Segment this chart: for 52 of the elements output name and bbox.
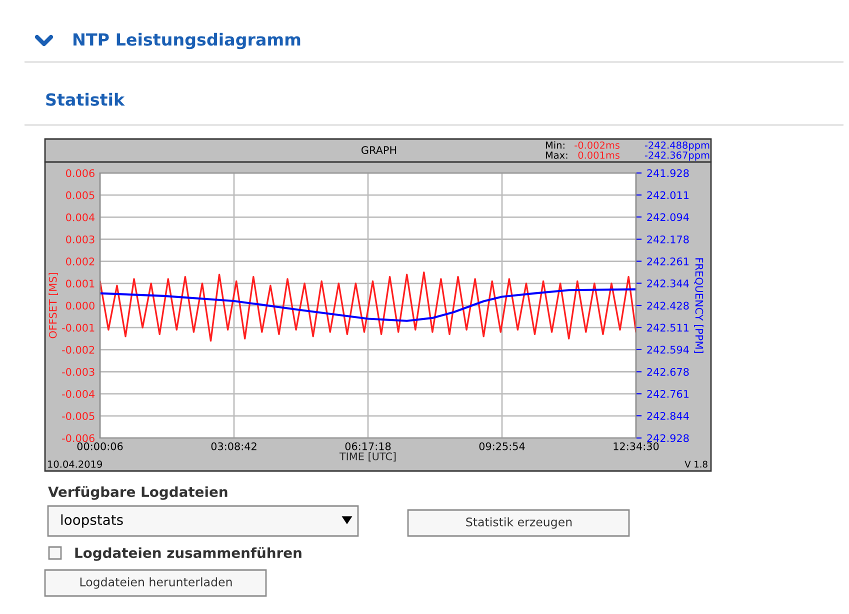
text: V 1.8	[684, 460, 708, 468]
y-tick-label: 0.006	[66, 169, 94, 178]
y2-tick-label: 242.428	[647, 302, 689, 310]
text: Max:	[546, 152, 568, 159]
y2-tick-label: 242.011	[647, 191, 689, 200]
x-axis-title: TIME [UTC]	[339, 452, 396, 462]
y2-tick-label: 241.928	[647, 169, 689, 178]
y-tick-label: 0.001	[66, 280, 94, 288]
x-tick-label: 03:08:42	[211, 442, 256, 450]
y2-tick-label: 242.094	[647, 213, 689, 222]
y-tick-label: 0.000	[66, 302, 94, 310]
text: 10.04.2019	[48, 460, 102, 468]
text: Statistik erzeugen	[466, 517, 572, 529]
x-tick-label: 09:25:54	[479, 442, 525, 450]
x-tick-label: 12:34:30	[614, 442, 659, 450]
y-tick-label: -0.005	[62, 412, 94, 420]
chart-title: NTP Leistungsdiagramm	[74, 32, 300, 50]
y2-axis-title: FREQUENCY [PPM]	[694, 258, 704, 353]
y2-tick-label: 242.178	[647, 235, 689, 244]
y2-tick-label: 242.928	[647, 434, 689, 442]
text: 0.001ms	[578, 151, 620, 159]
line-series	[100, 288, 636, 322]
y-tick-label: -0.003	[62, 368, 94, 376]
text: -242.367ppm	[644, 151, 710, 161]
y2-tick-label: 242.344	[647, 279, 689, 288]
chart-subtitle: Statistik	[46, 92, 125, 106]
y2-tick-label: 242.678	[647, 368, 689, 376]
y-tick-label: 0.004	[66, 213, 95, 222]
x-tick-label: 06:17:18	[345, 442, 391, 450]
text: -0.002ms	[574, 141, 620, 149]
text: -242.488ppm	[644, 141, 710, 151]
y2-tick-label: 242.511	[647, 324, 689, 332]
y-tick-label: 0.002	[66, 258, 94, 266]
y-tick-label: -0.006	[62, 434, 94, 442]
y2-tick-label: 242.761	[647, 390, 689, 398]
y-axis-title: OFFSET [MS]	[48, 273, 58, 338]
text: Verfügbare Logdateien	[48, 486, 228, 500]
line-series	[100, 272, 636, 342]
y-tick-label: 0.003	[66, 235, 94, 244]
text: Logdateien zusammenführen	[75, 547, 302, 561]
y2-tick-label: 242.594	[647, 346, 689, 354]
y-tick-label: -0.002	[62, 346, 94, 354]
text: GRAPH	[362, 146, 396, 154]
y-tick-label: 0.005	[66, 191, 94, 200]
text: Min:	[546, 141, 564, 149]
x-tick-label: 00:00:06	[77, 442, 123, 450]
y2-tick-label: 242.261	[647, 257, 689, 266]
text: loopstats	[61, 514, 123, 528]
y-tick-label: -0.001	[62, 324, 94, 332]
y-tick-label: -0.004	[62, 390, 95, 398]
text: Logdateien herunterladen	[80, 577, 232, 589]
y2-tick-label: 242.844	[647, 412, 689, 420]
